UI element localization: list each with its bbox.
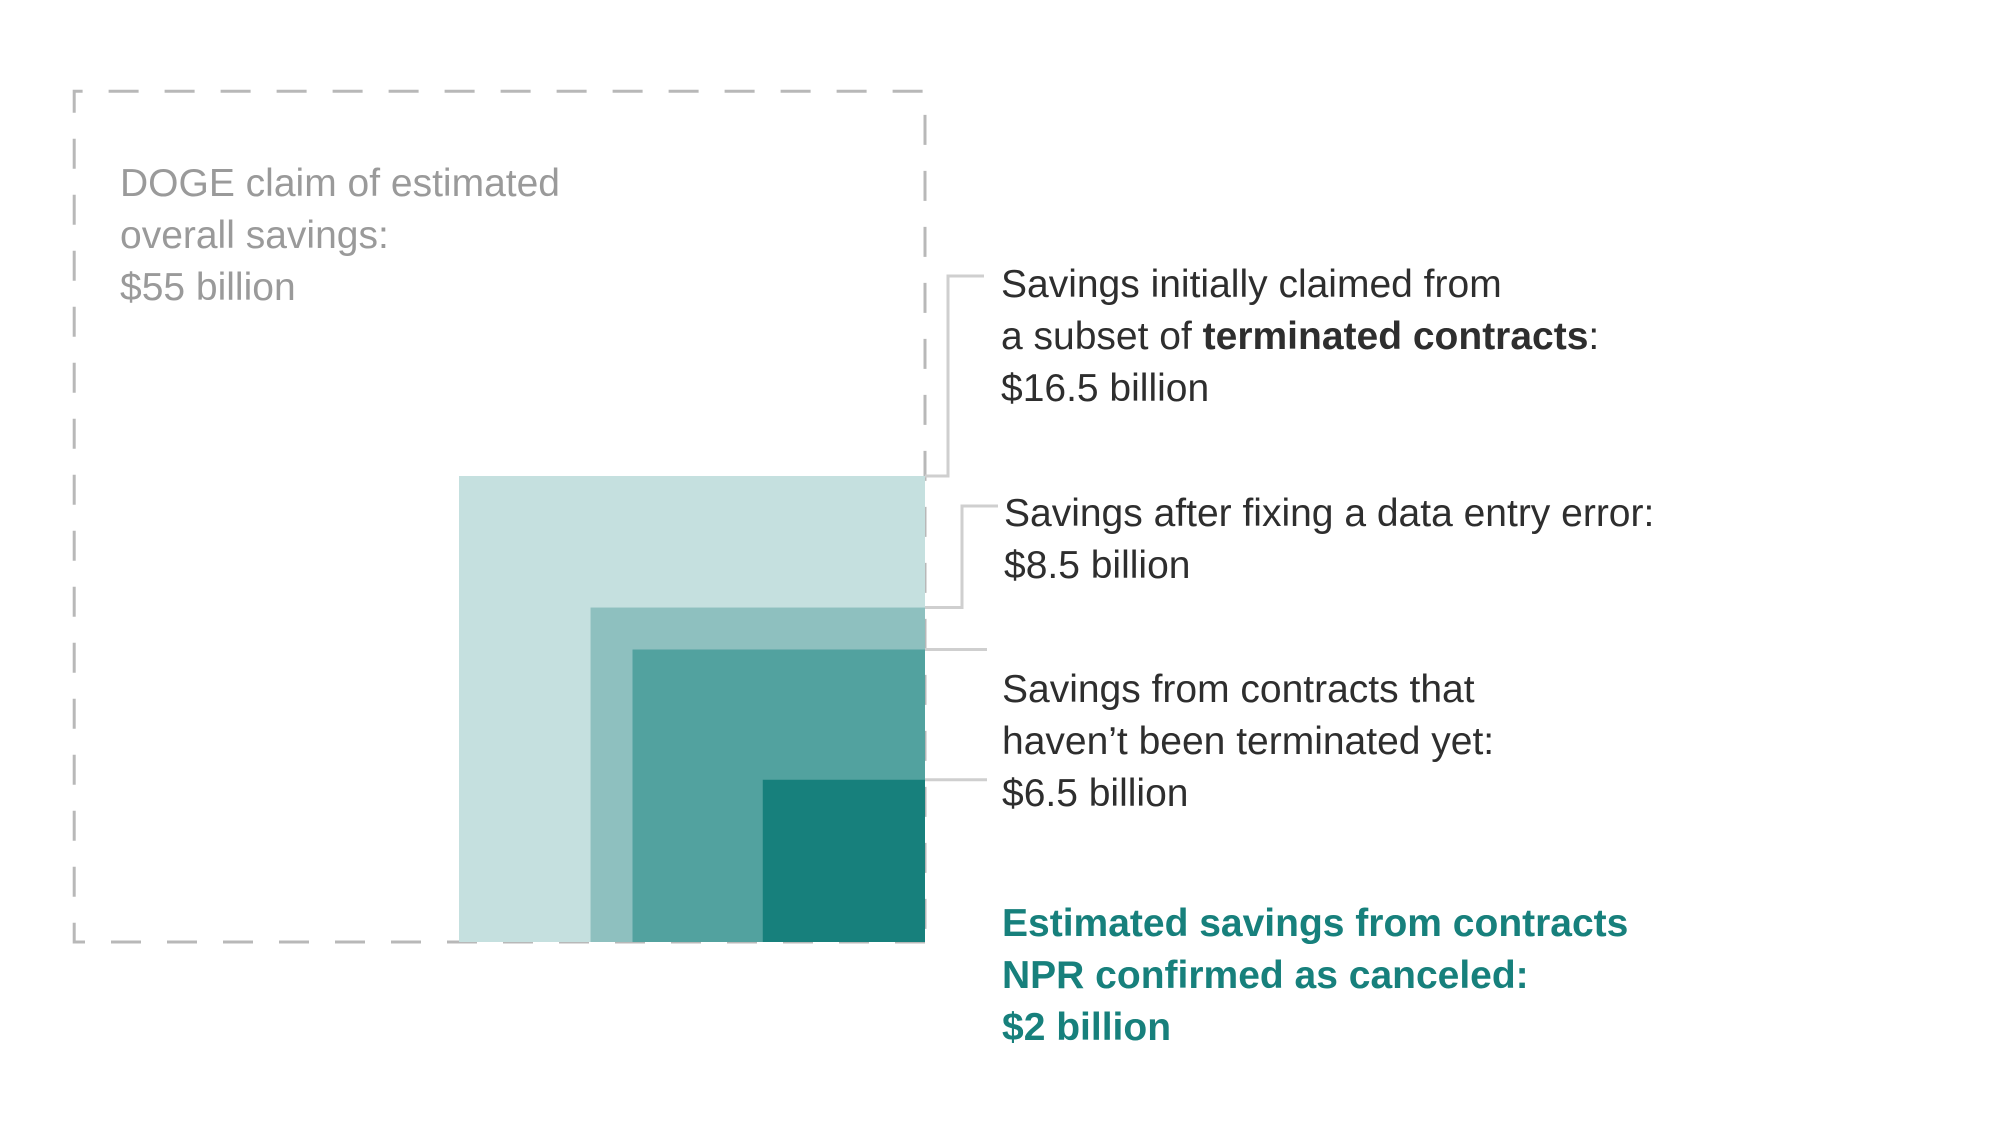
label-line: NPR confirmed as canceled:	[1002, 954, 1529, 997]
label-initial-claim: Savings initially claimed from a subset …	[1001, 259, 1599, 415]
leader-line	[925, 504, 998, 610]
label-line: Savings from contracts that	[1002, 668, 1475, 711]
label-emphasis: terminated contracts	[1202, 315, 1589, 358]
value-label: $8.5 billion	[1004, 544, 1191, 587]
label-doge-claim: DOGE claim of estimated overall savings:…	[120, 158, 560, 314]
value-label: $2 billion	[1002, 1006, 1172, 1049]
leader-line	[925, 274, 984, 478]
square-doge-claim-of-estimated-overall-savings	[72, 89, 927, 944]
label-npr-confirmed: Estimated savings from contracts NPR con…	[1002, 898, 1628, 1054]
label-line: Savings initially claimed from	[1001, 263, 1502, 306]
value-label: $55 billion	[120, 266, 296, 309]
label-line: haven’t been terminated yet:	[1002, 720, 1495, 763]
label-line: Savings after fixing a data entry error:	[1004, 492, 1655, 535]
label-line: Estimated savings from contracts	[1002, 902, 1629, 945]
label-suffix: :	[1588, 315, 1600, 358]
label-not-terminated: Savings from contracts that haven’t been…	[1002, 664, 1494, 820]
label-line: overall savings:	[120, 214, 389, 257]
value-label: $6.5 billion	[1002, 772, 1189, 815]
square-marks	[72, 89, 927, 944]
label-line: DOGE claim of estimated	[120, 162, 560, 205]
label-data-entry-fix: Savings after fixing a data entry error:…	[1004, 488, 1654, 592]
square-estimated-savings-from-contracts-npr-confirmed-as-canceled	[762, 779, 925, 942]
label-line: a subset of terminated contracts:	[1001, 311, 1599, 363]
value-label: $16.5 billion	[1001, 367, 1210, 410]
leader-lines	[925, 274, 998, 782]
label-prefix: a subset of	[1001, 315, 1203, 358]
